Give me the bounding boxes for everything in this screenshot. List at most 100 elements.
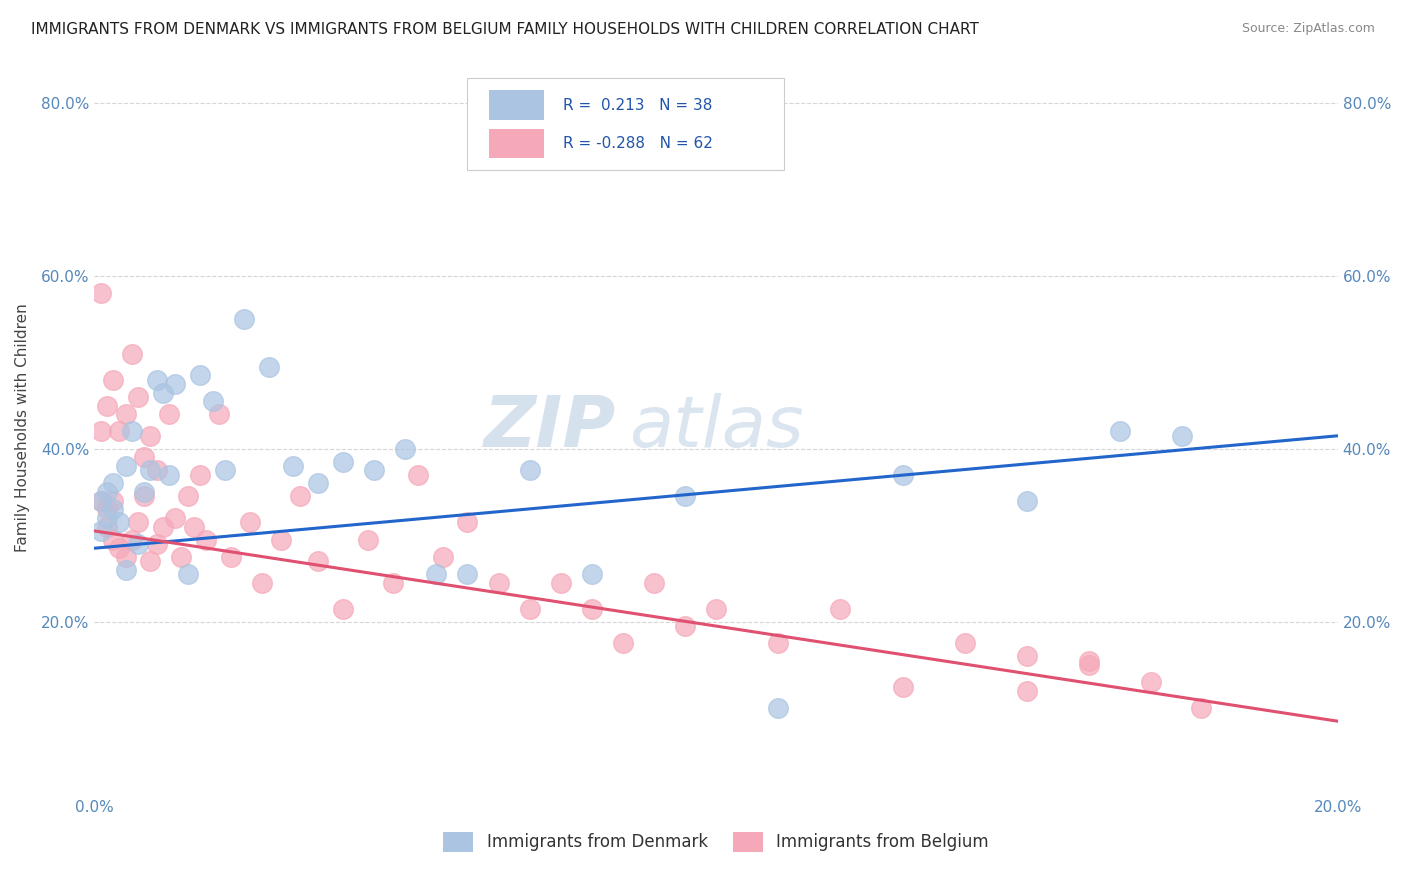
Point — [134, 489, 156, 503]
Text: R =  0.213   N = 38: R = 0.213 N = 38 — [564, 98, 713, 112]
Point — [96, 485, 118, 500]
Point — [381, 575, 404, 590]
Point — [1078, 657, 1101, 672]
Point — [288, 489, 311, 503]
Point — [165, 511, 187, 525]
Point — [232, 312, 254, 326]
Point — [643, 575, 665, 590]
Point — [214, 463, 236, 477]
Point — [96, 399, 118, 413]
Point — [1078, 654, 1101, 668]
FancyBboxPatch shape — [488, 90, 544, 120]
Point — [177, 489, 200, 503]
Point — [145, 537, 167, 551]
FancyBboxPatch shape — [488, 128, 544, 158]
Point — [766, 701, 789, 715]
Point — [108, 541, 131, 556]
Y-axis label: Family Households with Children: Family Households with Children — [15, 302, 30, 551]
Point — [134, 485, 156, 500]
Point — [101, 476, 124, 491]
Point — [114, 458, 136, 473]
Legend: Immigrants from Denmark, Immigrants from Belgium: Immigrants from Denmark, Immigrants from… — [434, 824, 997, 860]
Text: Source: ZipAtlas.com: Source: ZipAtlas.com — [1241, 22, 1375, 36]
Point — [830, 601, 852, 615]
Point — [1140, 675, 1163, 690]
Point — [612, 636, 634, 650]
Point — [456, 567, 478, 582]
Point — [581, 601, 603, 615]
Point — [101, 502, 124, 516]
Point — [519, 463, 541, 477]
Point — [891, 467, 914, 482]
Point — [127, 390, 149, 404]
Point — [157, 467, 180, 482]
Text: ZIP: ZIP — [484, 392, 617, 462]
Point — [139, 463, 162, 477]
Point — [488, 575, 510, 590]
Point — [394, 442, 416, 456]
Point — [183, 519, 205, 533]
Point — [90, 493, 112, 508]
Point — [208, 407, 231, 421]
Point — [96, 511, 118, 525]
Point — [432, 549, 454, 564]
Point — [165, 376, 187, 391]
Point — [114, 407, 136, 421]
Point — [1109, 425, 1132, 439]
Point — [673, 489, 696, 503]
Point — [704, 601, 727, 615]
Point — [219, 549, 242, 564]
Point — [114, 549, 136, 564]
Point — [1015, 684, 1038, 698]
Text: atlas: atlas — [628, 392, 804, 462]
Point — [283, 458, 305, 473]
Point — [188, 368, 211, 383]
FancyBboxPatch shape — [467, 78, 785, 169]
Point — [363, 463, 385, 477]
Point — [127, 537, 149, 551]
Point — [581, 567, 603, 582]
Point — [673, 619, 696, 633]
Point — [96, 519, 118, 533]
Point — [239, 516, 262, 530]
Point — [1171, 429, 1194, 443]
Point — [953, 636, 976, 650]
Point — [406, 467, 429, 482]
Point — [114, 563, 136, 577]
Point — [188, 467, 211, 482]
Point — [1015, 649, 1038, 664]
Point — [101, 533, 124, 547]
Point — [307, 476, 329, 491]
Point — [519, 601, 541, 615]
Point — [121, 346, 143, 360]
Point — [139, 429, 162, 443]
Point — [121, 425, 143, 439]
Point — [139, 554, 162, 568]
Point — [425, 567, 447, 582]
Point — [152, 519, 174, 533]
Point — [101, 373, 124, 387]
Point — [145, 373, 167, 387]
Point — [127, 516, 149, 530]
Point — [1189, 701, 1212, 715]
Point — [257, 359, 280, 374]
Point — [766, 636, 789, 650]
Point — [252, 575, 274, 590]
Point — [201, 394, 224, 409]
Point — [96, 502, 118, 516]
Point — [1015, 493, 1038, 508]
Point — [152, 385, 174, 400]
Point — [170, 549, 193, 564]
Point — [891, 680, 914, 694]
Point — [456, 516, 478, 530]
Point — [307, 554, 329, 568]
Point — [332, 455, 354, 469]
Point — [101, 493, 124, 508]
Point — [550, 575, 572, 590]
Point — [270, 533, 292, 547]
Point — [90, 493, 112, 508]
Point — [90, 425, 112, 439]
Point — [121, 533, 143, 547]
Text: IMMIGRANTS FROM DENMARK VS IMMIGRANTS FROM BELGIUM FAMILY HOUSEHOLDS WITH CHILDR: IMMIGRANTS FROM DENMARK VS IMMIGRANTS FR… — [31, 22, 979, 37]
Point — [90, 524, 112, 538]
